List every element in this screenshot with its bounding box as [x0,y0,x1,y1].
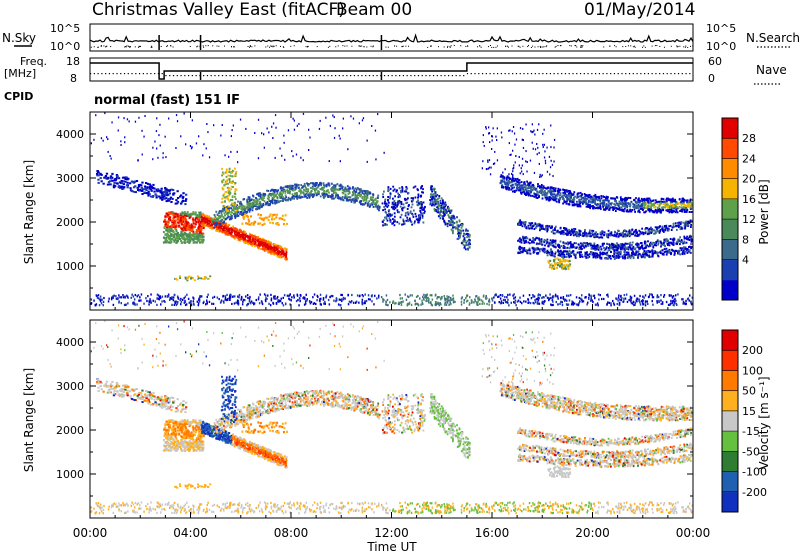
xaxis-label: Time UT [366,540,417,554]
x-tick-label: 08:00 [274,526,309,540]
colorbar-tick-label: 50 [742,385,756,398]
colorbar-tick-label: 8 [742,233,749,246]
noise-tick-bottom-right: 10^0 [706,40,736,53]
power-colorbar: 28 24 20 16 12 8 4 [721,117,756,301]
y-tick-label: 4000 [56,128,84,141]
colorbar-tick-label: 4 [742,254,749,267]
nsky-label: N.Sky [2,31,36,45]
noise-tick-bottom-left: 10^0 [50,40,80,53]
noise-panel [89,23,694,52]
colorbar-tick-label: 24 [742,152,756,165]
colorbar-tick-label: -100 [742,466,767,479]
power-ylabel: Slant Range [km] [22,160,36,264]
cpid-label: CPID [4,90,33,103]
power-panel [89,111,694,311]
y-tick-label: 3000 [56,380,84,393]
x-tick-label: 04:00 [173,526,208,540]
cpid-text: normal (fast) 151 IF [94,93,240,108]
power-y-axis: 1000 2000 3000 4000 [56,128,693,289]
x-tick-label: 12:00 [374,526,409,540]
velocity-ylabel: Slant Range [km] [22,368,36,472]
colorbar-tick-label: 12 [742,213,756,226]
x-tick-label: 20:00 [575,526,610,540]
freq-panel [89,57,694,82]
x-tick-label: 00:00 [73,526,108,540]
colorbar-tick-label: 16 [742,193,756,206]
colorbar-tick-label: 200 [742,344,763,357]
velocity-panel [89,319,694,519]
nave-label: Nave [756,63,787,77]
y-tick-label: 1000 [56,260,84,273]
nsearch-label: N.Search [746,31,800,45]
y-tick-label: 2000 [56,424,84,437]
beam-label: Beam 00 [336,0,412,20]
y-tick-label: 2000 [56,216,84,229]
x-tick-label: 16:00 [475,526,510,540]
colorbar-tick-label: 15 [742,405,756,418]
freq-label: Freq. [20,55,47,68]
nave-tick-top: 60 [708,55,722,68]
velocity-colorbar-label: Velocity [m s⁻¹] [757,376,771,469]
noise-tick-top-right: 10^5 [706,22,736,35]
plot-title: Christmas Valley East (fitACF) [92,0,345,20]
velocity-y-axis: 1000 2000 3000 4000 [56,336,693,497]
time-x-axis: 00:00 04:00 08:00 12:00 16:00 20:00 00:00 [73,112,711,540]
y-tick-label: 1000 [56,468,84,481]
nave-tick-bottom: 0 [708,72,715,85]
y-tick-label: 4000 [56,336,84,349]
colorbar-tick-label: 100 [742,364,763,377]
freq-tick-bottom: 8 [70,72,77,85]
colorbar-tick-label: -200 [742,486,767,499]
colorbar-tick-label: 28 [742,132,756,145]
y-tick-label: 3000 [56,172,84,185]
noise-trace [89,33,694,50]
power-colorbar-label: Power [dB] [757,179,771,244]
freq-trace [90,62,693,80]
noise-tick-top-left: 10^5 [50,22,80,35]
date-label: 01/May/2014 [584,0,696,20]
velocity-colorbar: 200 100 50 15 -15 -50 -100 -200 [721,329,767,513]
colorbar-tick-label: 20 [742,173,756,186]
colorbar-tick-label: -15 [742,425,760,438]
x-tick-label: 00:00 [676,526,711,540]
freq-tick-top: 18 [66,55,80,68]
colorbar-tick-label: -50 [742,445,760,458]
freq-unit-label: [MHz] [4,67,36,80]
